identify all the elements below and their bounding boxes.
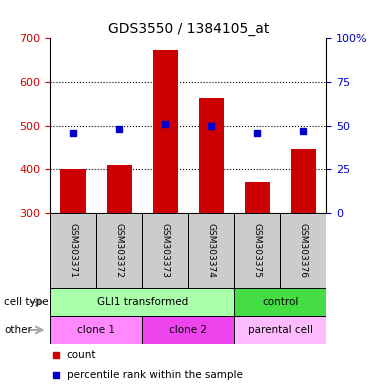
Bar xyxy=(280,213,326,288)
Text: GSM303374: GSM303374 xyxy=(207,223,216,278)
Text: parental cell: parental cell xyxy=(248,325,313,335)
Bar xyxy=(152,50,178,213)
Text: GLI1 transformed: GLI1 transformed xyxy=(96,297,188,307)
Title: GDS3550 / 1384105_at: GDS3550 / 1384105_at xyxy=(108,22,269,36)
Text: GSM303376: GSM303376 xyxy=(299,223,308,278)
Bar xyxy=(50,213,96,288)
Text: GSM303372: GSM303372 xyxy=(115,223,124,278)
Text: percentile rank within the sample: percentile rank within the sample xyxy=(67,370,243,380)
Text: other: other xyxy=(4,325,32,335)
Bar xyxy=(50,316,142,344)
Text: clone 1: clone 1 xyxy=(77,325,115,335)
Bar xyxy=(198,98,224,213)
Text: clone 2: clone 2 xyxy=(169,325,207,335)
Text: count: count xyxy=(67,350,96,360)
Bar xyxy=(234,316,326,344)
Text: control: control xyxy=(262,297,299,307)
Bar xyxy=(234,213,280,288)
Bar xyxy=(60,169,86,213)
Bar xyxy=(50,288,234,316)
Bar xyxy=(291,149,316,213)
Bar xyxy=(142,213,188,288)
Bar xyxy=(245,182,270,213)
Bar xyxy=(188,213,234,288)
Text: GSM303373: GSM303373 xyxy=(161,223,170,278)
Bar xyxy=(142,316,234,344)
Text: GSM303375: GSM303375 xyxy=(253,223,262,278)
Text: cell type: cell type xyxy=(4,297,49,307)
Bar xyxy=(106,165,132,213)
Text: GSM303371: GSM303371 xyxy=(69,223,78,278)
Bar xyxy=(234,288,326,316)
Bar xyxy=(96,213,142,288)
